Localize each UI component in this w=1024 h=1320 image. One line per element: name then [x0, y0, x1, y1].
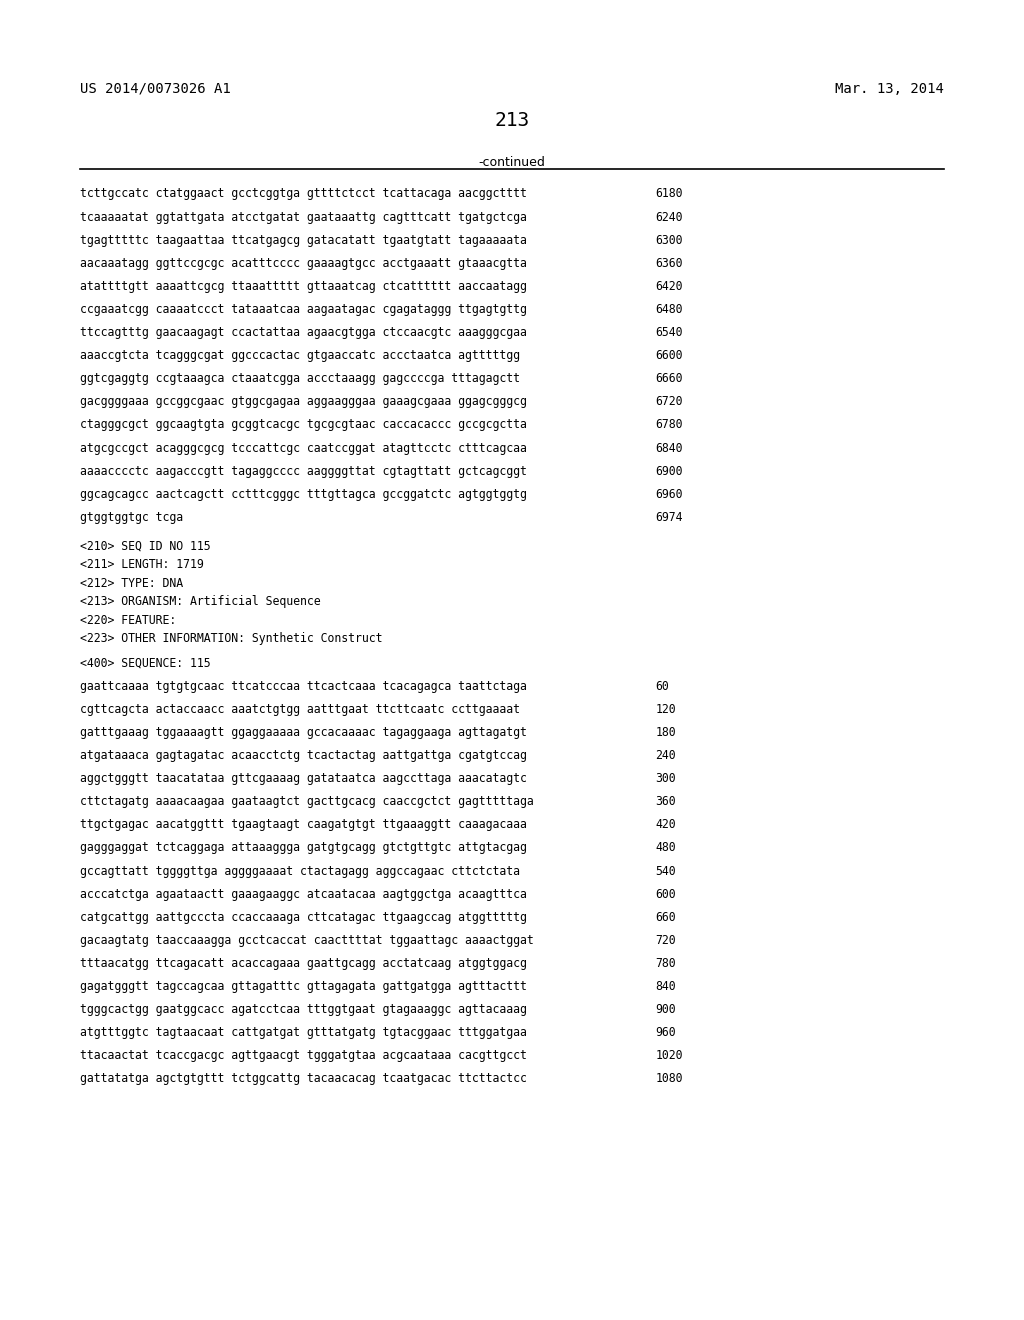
Text: 6600: 6600 [655, 348, 683, 362]
Text: ttccagtttg gaacaagagt ccactattaa agaacgtgga ctccaacgtc aaagggcgaa: ttccagtttg gaacaagagt ccactattaa agaacgt… [80, 326, 526, 339]
Text: atgtttggtc tagtaacaat cattgatgat gtttatgatg tgtacggaac tttggatgaa: atgtttggtc tagtaacaat cattgatgat gtttatg… [80, 1026, 526, 1039]
Text: 180: 180 [655, 726, 676, 739]
Text: gatttgaaag tggaaaagtt ggaggaaaaa gccacaaaac tagaggaaga agttagatgt: gatttgaaag tggaaaagtt ggaggaaaaa gccacaa… [80, 726, 526, 739]
Text: atattttgtt aaaattcgcg ttaaattttt gttaaatcag ctcatttttt aaccaatagg: atattttgtt aaaattcgcg ttaaattttt gttaaat… [80, 280, 526, 293]
Text: 600: 600 [655, 887, 676, 900]
Text: gccagttatt tggggttga aggggaaaat ctactagagg aggccagaac cttctctata: gccagttatt tggggttga aggggaaaat ctactaga… [80, 865, 520, 878]
Text: ttacaactat tcaccgacgc agttgaacgt tgggatgtaa acgcaataaa cacgttgcct: ttacaactat tcaccgacgc agttgaacgt tgggatg… [80, 1049, 526, 1063]
Text: 6660: 6660 [655, 372, 683, 385]
Text: ctagggcgct ggcaagtgta gcggtcacgc tgcgcgtaac caccacaccc gccgcgctta: ctagggcgct ggcaagtgta gcggtcacgc tgcgcgt… [80, 418, 526, 432]
Text: <211> LENGTH: 1719: <211> LENGTH: 1719 [80, 558, 204, 572]
Text: cttctagatg aaaacaagaa gaataagtct gacttgcacg caaccgctct gagtttttaga: cttctagatg aaaacaagaa gaataagtct gacttgc… [80, 795, 534, 808]
Text: aaaacccctc aagacccgtt tagaggcccc aaggggttat cgtagttatt gctcagcggt: aaaacccctc aagacccgtt tagaggcccc aaggggt… [80, 465, 526, 478]
Text: 660: 660 [655, 911, 676, 924]
Text: gagggaggat tctcaggaga attaaaggga gatgtgcagg gtctgttgtc attgtacgag: gagggaggat tctcaggaga attaaaggga gatgtgc… [80, 841, 526, 854]
Text: gtggtggtgc tcga: gtggtggtgc tcga [80, 511, 183, 524]
Text: 6360: 6360 [655, 256, 683, 269]
Text: 6974: 6974 [655, 511, 683, 524]
Text: 6840: 6840 [655, 441, 683, 454]
Text: ccgaaatcgg caaaatccct tataaatcaa aagaatagac cgagataggg ttgagtgttg: ccgaaatcgg caaaatccct tataaatcaa aagaata… [80, 302, 526, 315]
Text: <210> SEQ ID NO 115: <210> SEQ ID NO 115 [80, 540, 211, 553]
Text: <220> FEATURE:: <220> FEATURE: [80, 614, 176, 627]
Text: 960: 960 [655, 1026, 676, 1039]
Text: gaattcaaaa tgtgtgcaac ttcatcccaa ttcactcaaa tcacagagca taattctaga: gaattcaaaa tgtgtgcaac ttcatcccaa ttcactc… [80, 680, 526, 693]
Text: cgttcagcta actaccaacc aaatctgtgg aatttgaat ttcttcaatc ccttgaaaat: cgttcagcta actaccaacc aaatctgtgg aatttga… [80, 702, 520, 715]
Text: 240: 240 [655, 748, 676, 762]
Text: tgggcactgg gaatggcacc agatcctcaa tttggtgaat gtagaaaggc agttacaaag: tgggcactgg gaatggcacc agatcctcaa tttggtg… [80, 1003, 526, 1016]
Text: 6180: 6180 [655, 187, 683, 201]
Text: ggcagcagcc aactcagctt cctttcgggc tttgttagca gccggatctc agtggtggtg: ggcagcagcc aactcagctt cctttcgggc tttgtta… [80, 487, 526, 500]
Text: Mar. 13, 2014: Mar. 13, 2014 [836, 82, 944, 96]
Text: -continued: -continued [478, 156, 546, 169]
Text: 840: 840 [655, 979, 676, 993]
Text: 6480: 6480 [655, 302, 683, 315]
Text: US 2014/0073026 A1: US 2014/0073026 A1 [80, 82, 230, 96]
Text: 300: 300 [655, 772, 676, 785]
Text: 6420: 6420 [655, 280, 683, 293]
Text: gacggggaaa gccggcgaac gtggcgagaa aggaagggaa gaaagcgaaa ggagcgggcg: gacggggaaa gccggcgaac gtggcgagaa aggaagg… [80, 395, 526, 408]
Text: 900: 900 [655, 1003, 676, 1016]
Text: 6780: 6780 [655, 418, 683, 432]
Text: 120: 120 [655, 702, 676, 715]
Text: 720: 720 [655, 933, 676, 946]
Text: ttgctgagac aacatggttt tgaagtaagt caagatgtgt ttgaaaggtt caaagacaaa: ttgctgagac aacatggttt tgaagtaagt caagatg… [80, 818, 526, 832]
Text: 6300: 6300 [655, 234, 683, 247]
Text: 540: 540 [655, 865, 676, 878]
Text: 6720: 6720 [655, 395, 683, 408]
Text: gagatgggtt tagccagcaa gttagatttc gttagagata gattgatgga agtttacttt: gagatgggtt tagccagcaa gttagatttc gttagag… [80, 979, 526, 993]
Text: <223> OTHER INFORMATION: Synthetic Construct: <223> OTHER INFORMATION: Synthetic Const… [80, 632, 382, 645]
Text: 213: 213 [495, 111, 529, 129]
Text: 1020: 1020 [655, 1049, 683, 1063]
Text: catgcattgg aattgcccta ccaccaaaga cttcatagac ttgaagccag atggtttttg: catgcattgg aattgcccta ccaccaaaga cttcata… [80, 911, 526, 924]
Text: 6240: 6240 [655, 210, 683, 223]
Text: gacaagtatg taaccaaagga gcctcaccat caacttttat tggaattagc aaaactggat: gacaagtatg taaccaaagga gcctcaccat caactt… [80, 933, 534, 946]
Text: 360: 360 [655, 795, 676, 808]
Text: <400> SEQUENCE: 115: <400> SEQUENCE: 115 [80, 656, 211, 669]
Text: aaaccgtcta tcagggcgat ggcccactac gtgaaccatc accctaatca agtttttgg: aaaccgtcta tcagggcgat ggcccactac gtgaacc… [80, 348, 520, 362]
Text: atgcgccgct acagggcgcg tcccattcgc caatccggat atagttcctc ctttcagcaa: atgcgccgct acagggcgcg tcccattcgc caatccg… [80, 441, 526, 454]
Text: 6540: 6540 [655, 326, 683, 339]
Text: 780: 780 [655, 957, 676, 970]
Text: tcttgccatc ctatggaact gcctcggtga gttttctcct tcattacaga aacggctttt: tcttgccatc ctatggaact gcctcggtga gttttct… [80, 187, 526, 201]
Text: <213> ORGANISM: Artificial Sequence: <213> ORGANISM: Artificial Sequence [80, 595, 321, 609]
Text: tcaaaaatat ggtattgata atcctgatat gaataaattg cagtttcatt tgatgctcga: tcaaaaatat ggtattgata atcctgatat gaataaa… [80, 210, 526, 223]
Text: 480: 480 [655, 841, 676, 854]
Text: <212> TYPE: DNA: <212> TYPE: DNA [80, 577, 183, 590]
Text: tgagtttttc taagaattaa ttcatgagcg gatacatatt tgaatgtatt tagaaaaata: tgagtttttc taagaattaa ttcatgagcg gatacat… [80, 234, 526, 247]
Text: acccatctga agaataactt gaaagaaggc atcaatacaa aagtggctga acaagtttca: acccatctga agaataactt gaaagaaggc atcaata… [80, 887, 526, 900]
Text: 6900: 6900 [655, 465, 683, 478]
Text: aacaaatagg ggttccgcgc acatttcccc gaaaagtgcc acctgaaatt gtaaacgtta: aacaaatagg ggttccgcgc acatttcccc gaaaagt… [80, 256, 526, 269]
Text: 1080: 1080 [655, 1072, 683, 1085]
Text: aggctgggtt taacatataa gttcgaaaag gatataatca aagccttaga aaacatagtc: aggctgggtt taacatataa gttcgaaaag gatataa… [80, 772, 526, 785]
Text: 60: 60 [655, 680, 669, 693]
Text: atgataaaca gagtagatac acaacctctg tcactactag aattgattga cgatgtccag: atgataaaca gagtagatac acaacctctg tcactac… [80, 748, 526, 762]
Text: 420: 420 [655, 818, 676, 832]
Text: tttaacatgg ttcagacatt acaccagaaa gaattgcagg acctatcaag atggtggacg: tttaacatgg ttcagacatt acaccagaaa gaattgc… [80, 957, 526, 970]
Text: ggtcgaggtg ccgtaaagca ctaaatcgga accctaaagg gagccccga tttagagctt: ggtcgaggtg ccgtaaagca ctaaatcgga accctaa… [80, 372, 520, 385]
Text: 6960: 6960 [655, 487, 683, 500]
Text: gattatatga agctgtgttt tctggcattg tacaacacag tcaatgacac ttcttactcc: gattatatga agctgtgttt tctggcattg tacaaca… [80, 1072, 526, 1085]
